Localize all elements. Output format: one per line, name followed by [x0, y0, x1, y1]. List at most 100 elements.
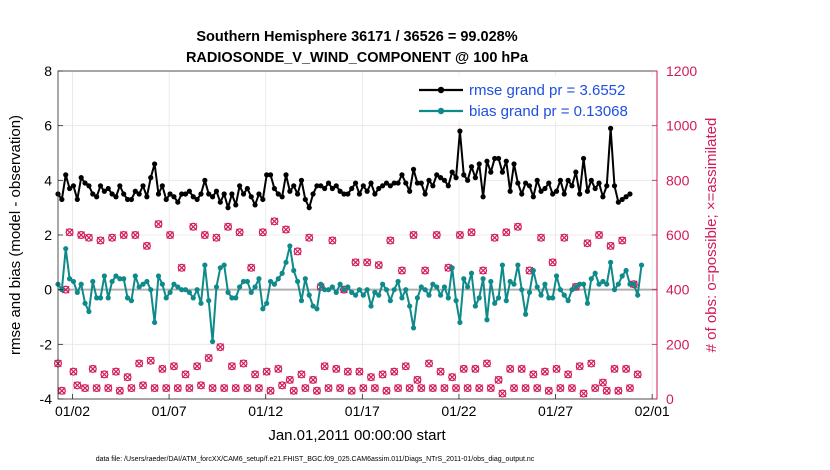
bias-point [592, 270, 598, 276]
obs-possible-marker [602, 386, 611, 395]
x-tick-label: 01/27 [538, 403, 573, 419]
obs-assimilated-marker [81, 384, 89, 392]
obs-count-series [53, 217, 642, 398]
obs-assimilated-marker [533, 384, 542, 392]
obs-assimilated-marker [514, 222, 522, 231]
obs-possible-marker [506, 364, 515, 373]
obs-possible-marker [618, 236, 627, 245]
bias-point [306, 292, 312, 298]
obs-possible-marker [382, 386, 391, 395]
obs-possible-marker [73, 381, 82, 390]
obs-assimilated-marker [170, 362, 178, 371]
rmse-point [515, 180, 521, 186]
bias-point [132, 273, 138, 279]
obs-possible-marker [467, 228, 476, 237]
obs-assimilated-marker [606, 242, 615, 250]
bias-point [461, 276, 467, 282]
obs-assimilated-marker [456, 231, 464, 239]
rmse-point [252, 202, 258, 208]
obs-assimilated-marker [208, 384, 217, 392]
y-tick-label-right: 1200 [666, 63, 697, 79]
obs-count-point [336, 384, 345, 393]
obs-assimilated-marker [583, 239, 592, 248]
rmse-point [476, 161, 482, 167]
obs-possible-marker [196, 381, 205, 390]
obs-assimilated-marker [541, 367, 549, 376]
obs-possible-marker [320, 362, 329, 371]
rmse-point [279, 194, 285, 200]
bias-point [105, 295, 111, 301]
bias-point [248, 289, 254, 295]
bias-point [275, 276, 281, 282]
obs-possible-marker [367, 373, 376, 382]
rmse-point [611, 183, 618, 189]
bias-point [233, 295, 239, 301]
obs-possible-marker [417, 384, 426, 393]
obs-possible-marker [560, 233, 569, 242]
rmse-point [333, 183, 339, 189]
bias-point [584, 300, 591, 306]
bias-point [70, 278, 77, 285]
obs-assimilated-marker [463, 384, 472, 392]
obs-assimilated-marker [181, 370, 190, 379]
rmse-point [159, 183, 165, 189]
obs-possible-marker [529, 370, 538, 379]
obs-count-point [486, 384, 495, 393]
obs-assimilated-marker [289, 386, 298, 395]
bias-point [206, 298, 212, 304]
obs-count-point [479, 266, 488, 275]
rmse-point [445, 183, 451, 189]
obs-count-point [73, 381, 82, 390]
obs-possible-marker [502, 228, 511, 237]
obs-assimilated-marker [483, 359, 491, 368]
rmse-point [542, 185, 548, 192]
bias-point [260, 306, 266, 312]
rmse-point [457, 128, 463, 134]
rmse-point [592, 185, 598, 192]
obs-possible-marker [440, 384, 449, 393]
obs-count-point [247, 263, 256, 272]
obs-assimilated-marker [158, 365, 167, 373]
rmse-point [94, 194, 100, 200]
rmse-point [372, 191, 378, 197]
obs-assimilated-marker [301, 384, 310, 392]
obs-assimilated-marker [104, 384, 113, 392]
bias-point [515, 262, 521, 268]
obs-assimilated-marker [409, 231, 418, 239]
obs-count-point [382, 386, 391, 395]
obs-possible-marker [212, 233, 221, 242]
bias-point [345, 284, 351, 290]
y-tick-label-right: 800 [666, 172, 690, 188]
obs-possible-marker [405, 384, 414, 393]
rmse-point [209, 194, 216, 200]
obs-assimilated-marker [220, 384, 228, 392]
obs-assimilated-marker [193, 362, 201, 371]
rmse-point [341, 191, 347, 197]
obs-count-point [57, 386, 66, 395]
obs-count-point [552, 364, 561, 373]
rmse-point [264, 172, 270, 178]
bias-point [144, 278, 150, 285]
rmse-point [380, 183, 386, 189]
right-y-axis: 0 200 400 600 800 1000 1200 [652, 63, 697, 407]
obs-count-point [405, 384, 414, 393]
obs-count-point [309, 375, 318, 384]
obs-assimilated-marker [166, 231, 174, 239]
obs-assimilated-marker [247, 263, 256, 272]
rmse-point [248, 194, 254, 200]
bias-point [291, 267, 297, 274]
obs-count-point [282, 225, 291, 234]
obs-count-point [417, 384, 426, 393]
bias-point [488, 278, 494, 285]
bias-point [577, 281, 583, 287]
obs-count-point [355, 367, 364, 376]
obs-assimilated-marker [537, 233, 545, 242]
bias-point [314, 306, 320, 312]
obs-possible-marker [343, 367, 352, 376]
obs-possible-marker [374, 261, 383, 270]
obs-assimilated-marker [521, 384, 530, 392]
obs-possible-marker [108, 233, 117, 242]
obs-possible-marker [173, 384, 182, 393]
obs-count-point [305, 233, 314, 242]
rmse-point [596, 180, 602, 186]
